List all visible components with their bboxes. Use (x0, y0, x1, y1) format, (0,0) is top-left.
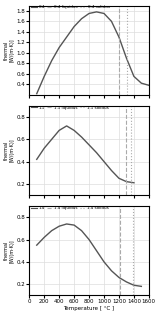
Legend: 1.1, 1.1 liquidus, 1.1 solidus: 1.1, 1.1 liquidus, 1.1 solidus (29, 104, 111, 112)
Legend: 1.4, 1.4 liquidus, 1.4 solidus: 1.4, 1.4 liquidus, 1.4 solidus (29, 204, 111, 212)
Legend: 0.4, 0.4 liquidus, 0.4 solidus: 0.4, 0.4 liquidus, 0.4 solidus (29, 4, 111, 11)
X-axis label: Temperature [ °C ]: Temperature [ °C ] (64, 306, 115, 311)
Y-axis label: thermal
[W/(m·K)]: thermal [W/(m·K)] (4, 239, 15, 262)
Y-axis label: thermal
[W/(m·K)]: thermal [W/(m·K)] (4, 139, 15, 162)
Y-axis label: thermal
[W/(m·K)]: thermal [W/(m·K)] (4, 38, 15, 62)
